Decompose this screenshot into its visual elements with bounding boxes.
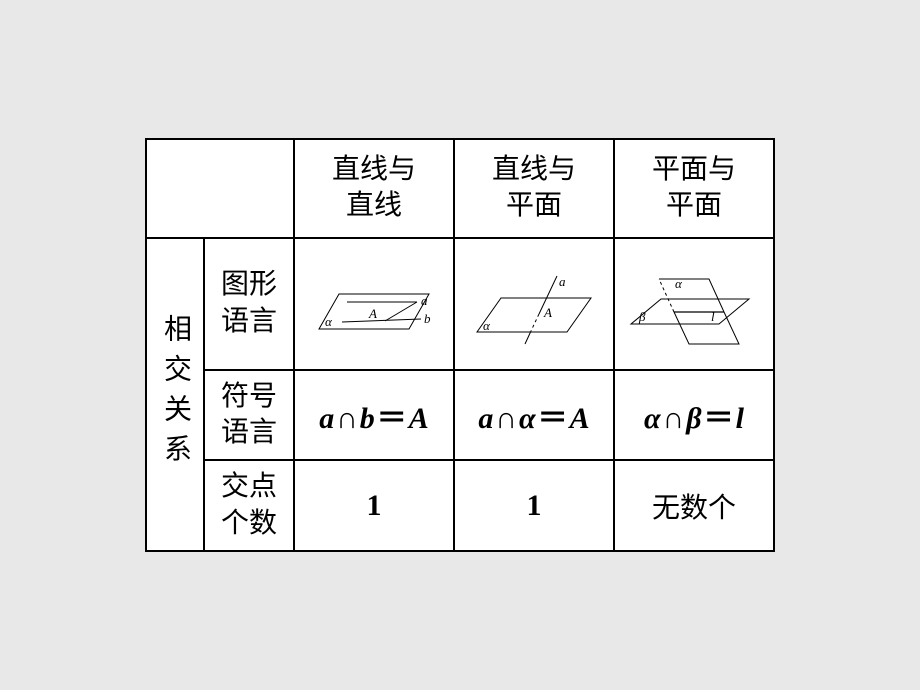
- var-r: A: [570, 402, 590, 435]
- op-eq: ＝: [536, 402, 570, 435]
- label-A: A: [368, 306, 377, 321]
- plane-plane-icon: α β l: [619, 249, 769, 359]
- header-blank: [146, 139, 294, 238]
- header-row: 直线与直线 直线与平面 平面与平面: [146, 139, 774, 238]
- label-alpha: α: [483, 318, 491, 333]
- var-a: α: [644, 402, 661, 435]
- header-text: 直线与直线: [332, 154, 416, 221]
- var-a: a: [319, 402, 334, 435]
- rowgroup-label: 相交关系: [146, 238, 204, 552]
- line-plane-icon: α A a: [459, 254, 609, 354]
- var-a: a: [478, 402, 493, 435]
- symbol-row: 符号语言 a∩b＝A a∩α＝A α∩β＝l: [146, 370, 774, 461]
- diagram-line-line: α A a b: [294, 238, 454, 370]
- count-line-plane: 1: [454, 460, 614, 551]
- label-a: a: [421, 293, 428, 308]
- count-line-line: 1: [294, 460, 454, 551]
- var-r: l: [736, 402, 744, 435]
- line-line-icon: α A a b: [299, 254, 449, 354]
- symbol-line-plane: a∩α＝A: [454, 370, 614, 461]
- row-label-text: 交点个数: [221, 471, 277, 538]
- row-label-text: 符号语言: [221, 381, 277, 448]
- op-eq: ＝: [702, 402, 736, 435]
- count-value: 1: [527, 489, 542, 522]
- label-A: A: [543, 305, 552, 320]
- header-text: 直线与平面: [492, 154, 576, 221]
- row-label-count: 交点个数: [204, 460, 294, 551]
- op-cap: ∩: [493, 402, 519, 435]
- op-cap: ∩: [661, 402, 687, 435]
- header-plane-plane: 平面与平面: [614, 139, 774, 238]
- count-row: 交点个数 1 1 无数个: [146, 460, 774, 551]
- count-plane-plane: 无数个: [614, 460, 774, 551]
- label-l: l: [711, 309, 715, 324]
- diagram-plane-plane: α β l: [614, 238, 774, 370]
- var-b: α: [519, 402, 536, 435]
- count-value: 无数个: [652, 493, 736, 524]
- var-b: b: [360, 402, 375, 435]
- header-line-line: 直线与直线: [294, 139, 454, 238]
- row-label-text: 图形语言: [221, 269, 277, 336]
- rowgroup-text: 相交关系: [160, 314, 191, 474]
- label-b: b: [424, 311, 431, 326]
- row-label-diagram: 图形语言: [204, 238, 294, 370]
- var-b: β: [686, 402, 701, 435]
- label-alpha: α: [325, 314, 333, 329]
- relation-table: 直线与直线 直线与平面 平面与平面 相交关系 图形语言 α A a b: [145, 138, 775, 552]
- header-line-plane: 直线与平面: [454, 139, 614, 238]
- op-eq: ＝: [375, 402, 409, 435]
- var-r: A: [409, 402, 429, 435]
- label-a: a: [559, 274, 566, 289]
- symbol-line-line: a∩b＝A: [294, 370, 454, 461]
- diagram-line-plane: α A a: [454, 238, 614, 370]
- op-cap: ∩: [334, 402, 360, 435]
- label-beta: β: [638, 309, 646, 324]
- count-value: 1: [367, 489, 382, 522]
- slide: { "table": { "headers": { "col1": "直线与\n…: [0, 0, 920, 690]
- symbol-plane-plane: α∩β＝l: [614, 370, 774, 461]
- diagram-row: 相交关系 图形语言 α A a b α A a: [146, 238, 774, 370]
- row-label-symbol: 符号语言: [204, 370, 294, 461]
- header-text: 平面与平面: [652, 154, 736, 221]
- label-alpha: α: [675, 276, 683, 291]
